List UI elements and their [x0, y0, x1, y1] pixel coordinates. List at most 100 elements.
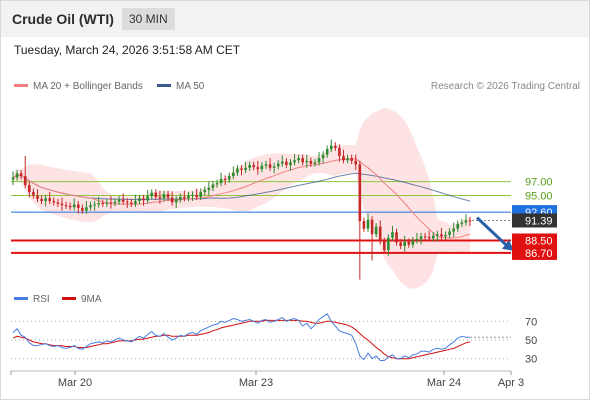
candle-body: [89, 205, 92, 208]
candle-body: [130, 202, 133, 204]
support-price-label: 88.50: [525, 235, 553, 247]
candle-body: [362, 221, 366, 229]
candle-body: [313, 162, 317, 164]
timestamp: Tuesday, March 24, 2026 3:51:58 AM CET: [14, 43, 241, 57]
candle-body: [170, 197, 174, 203]
forecast-arrow-head: [502, 239, 514, 251]
candle-body: [138, 198, 141, 202]
candle-body: [415, 239, 419, 241]
candle-body: [256, 167, 260, 170]
chart-header: Crude Oil (WTI) 30 MIN: [1, 1, 589, 37]
candle-body: [44, 198, 47, 202]
candle-body: [431, 235, 435, 239]
candle-body: [468, 220, 472, 222]
last-price-label: 91.39: [525, 215, 553, 227]
candle-body: [436, 234, 439, 236]
candle-body: [64, 205, 68, 207]
candle-body: [276, 163, 280, 167]
candle-body: [191, 194, 194, 196]
candle-body: [178, 196, 182, 200]
candle-body: [15, 173, 19, 178]
candle-body: [370, 219, 374, 235]
candle-body: [423, 236, 427, 238]
candle-body: [207, 187, 211, 190]
candle-body: [383, 241, 386, 251]
candle-body: [60, 203, 64, 206]
candle-body: [346, 158, 349, 161]
candle-body: [350, 158, 353, 161]
support-price-tag: [512, 245, 557, 260]
candle-body: [11, 177, 15, 180]
candle-body: [448, 231, 451, 235]
candle-body: [199, 192, 202, 197]
candle-body: [244, 167, 247, 170]
candle-body: [403, 241, 407, 247]
candle-body: [174, 199, 178, 203]
instrument-title: Crude Oil (WTI): [12, 11, 114, 27]
candle-body: [93, 204, 96, 206]
candle-body: [464, 220, 468, 223]
candle-body: [105, 202, 109, 204]
rsi-line: [12, 313, 470, 361]
credit-text: Research © 2026 Trading Central: [430, 81, 580, 92]
rsi-tick-label: 30: [525, 354, 537, 366]
candle-body: [219, 178, 223, 184]
candle-body: [252, 165, 256, 168]
candle-body: [321, 154, 325, 159]
candle-body: [56, 202, 60, 204]
candle-body: [399, 242, 402, 247]
candle-body: [52, 201, 56, 203]
candle-body: [36, 195, 39, 199]
candle-body: [223, 178, 227, 180]
rsi-ma-swatch: [62, 296, 76, 300]
candle-body: [48, 198, 52, 202]
x-axis-tick-label: Mar 23: [239, 377, 273, 389]
candle-body: [150, 192, 154, 197]
candle-body: [358, 164, 362, 222]
support-price-tag: [512, 233, 557, 248]
rsi-label: RSI: [33, 294, 50, 305]
forecast-arrow-shaft: [475, 216, 510, 248]
candle-body: [166, 194, 170, 198]
candle-body: [444, 234, 447, 237]
candle-body: [264, 164, 268, 166]
candle-body: [162, 194, 166, 199]
ma50-swatch: [157, 83, 171, 87]
resistance-label: 95.00: [525, 190, 553, 202]
candle-body: [211, 184, 215, 188]
candle-body: [407, 241, 411, 245]
rsi-ma-label: 9MA: [81, 294, 102, 305]
candle-body: [81, 207, 84, 211]
candle-body: [215, 183, 219, 185]
candle-body: [154, 192, 158, 197]
candle-body: [40, 198, 43, 202]
candle-body: [240, 168, 243, 170]
candle-body: [374, 226, 378, 235]
candle-body: [183, 196, 186, 199]
rsi-ma-line: [12, 319, 471, 360]
legend-rsi-ma: 9MA: [62, 294, 102, 306]
candle-body: [158, 196, 162, 199]
legend-ma50: MA 50: [157, 81, 204, 93]
candle-body: [236, 168, 239, 173]
candle-body: [76, 204, 80, 208]
candle-body: [125, 201, 129, 203]
ma20-line: [12, 158, 471, 239]
timeframe-badge[interactable]: 30 MIN: [122, 8, 175, 30]
candle-body: [411, 240, 415, 245]
candle-body: [317, 158, 321, 163]
candle-body: [121, 199, 125, 202]
candle-body: [289, 162, 292, 166]
legend-rsi: RSI: [14, 294, 50, 306]
candle-body: [268, 164, 272, 168]
candle-body: [342, 156, 345, 161]
candle-body: [97, 203, 100, 205]
candle-body: [366, 219, 370, 229]
candle-body: [142, 198, 145, 201]
candle-body: [281, 161, 284, 164]
ma20-swatch: [14, 83, 28, 87]
candle-body: [203, 189, 207, 193]
candle-body: [305, 160, 309, 163]
candle-body: [85, 207, 88, 211]
